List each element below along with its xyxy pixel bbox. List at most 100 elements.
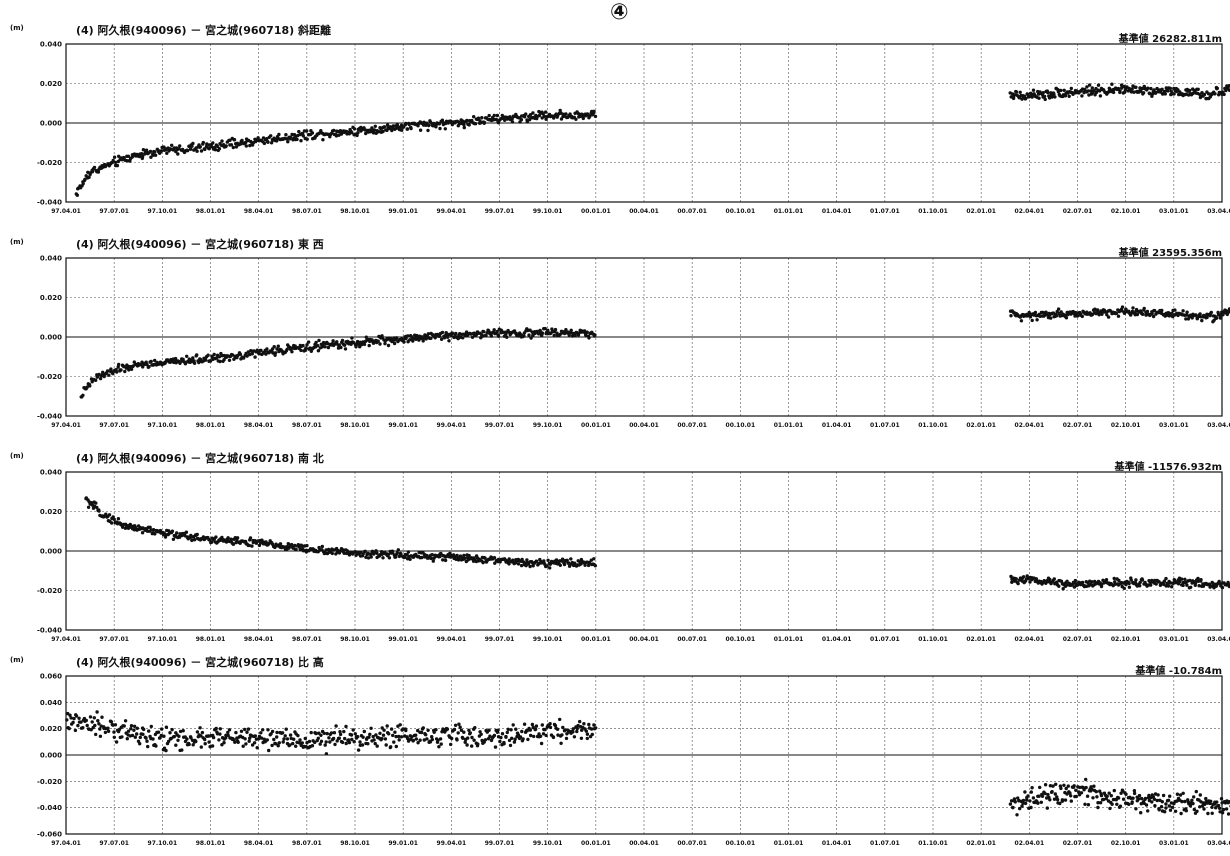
data-point [1130,87,1134,91]
x-tick-label: 02.10.01 [1111,422,1141,429]
data-point [404,121,408,126]
data-point [1135,312,1140,317]
data-point [450,122,454,127]
x-tick-label: 01.10.01 [918,636,948,643]
data-point [335,340,339,344]
data-point [104,512,108,516]
data-point [356,748,361,752]
data-point [255,746,259,750]
data-point [1156,793,1160,797]
data-point [429,336,433,340]
data-point [1053,95,1057,99]
data-point [1035,318,1039,322]
data-point [1164,576,1168,581]
data-point [305,343,309,347]
data-point [375,551,379,555]
data-point [1031,88,1036,92]
data-point [386,552,391,557]
data-point [350,336,354,340]
data-point [266,140,270,144]
data-point [387,556,392,560]
data-point [484,333,488,338]
data-point [123,369,127,374]
data-point [576,333,581,337]
x-tick-label: 98.10.01 [340,840,370,847]
data-point [411,339,415,343]
data-point [584,333,588,337]
data-point [449,742,453,747]
data-point [229,143,234,147]
data-point [395,551,399,555]
data-point [126,154,131,158]
data-point [206,353,210,357]
data-point [1220,811,1225,815]
data-point [1166,798,1171,802]
data-point [544,110,548,114]
data-point [1198,805,1202,809]
data-point [1149,86,1153,91]
data-point [98,376,103,381]
data-point [351,728,355,732]
data-point [1049,316,1053,320]
data-point [1043,791,1047,796]
x-tick-label: 02.07.01 [1063,208,1093,215]
data-point [252,741,257,745]
data-point [538,734,543,738]
data-point [277,132,281,137]
data-point [1008,802,1013,806]
data-point [419,730,424,735]
data-point [366,742,370,746]
data-point [526,562,531,566]
data-point [580,728,584,732]
data-point [112,735,117,739]
data-point [1016,581,1020,586]
data-point [368,732,372,736]
data-point [214,356,219,360]
data-point [236,740,240,744]
x-tick-label: 99.04.01 [437,422,467,429]
data-point [1066,784,1071,788]
data-point [1181,583,1185,588]
data-point [1138,580,1142,585]
data-point [1014,577,1018,581]
data-point [1154,582,1158,586]
data-point [467,123,471,127]
data-point [297,741,302,745]
data-point [1178,793,1183,797]
data-point [394,336,399,340]
data-point [73,728,78,733]
data-point [1107,791,1111,795]
data-point [1080,580,1085,585]
data-point [339,345,343,350]
data-point [243,737,247,741]
data-point [132,728,136,732]
data-point [1110,802,1114,806]
y-tick-label: -0.020 [37,778,62,786]
data-point [383,341,387,346]
data-point [1215,86,1220,91]
y-tick-label: -0.040 [37,804,62,812]
data-point [1202,807,1206,811]
data-point [511,723,515,727]
data-point [1074,788,1078,792]
y-tick-label: 0.040 [40,469,62,477]
data-point [1161,582,1166,587]
data-point [1132,791,1137,796]
data-point [496,334,501,338]
base-value: 基準値 26282.811m [1118,32,1222,45]
data-point [361,735,365,739]
data-point [483,556,487,560]
data-point [111,158,115,163]
data-point [548,566,552,570]
data-point [410,735,414,739]
data-point [185,737,189,741]
data-point [350,130,354,135]
data-point [564,736,569,741]
data-point [1175,792,1180,796]
data-point [1038,785,1042,790]
data-point [214,726,218,731]
data-point [1184,317,1188,321]
data-point [203,147,207,152]
data-point [1098,801,1103,805]
data-point [295,137,299,142]
